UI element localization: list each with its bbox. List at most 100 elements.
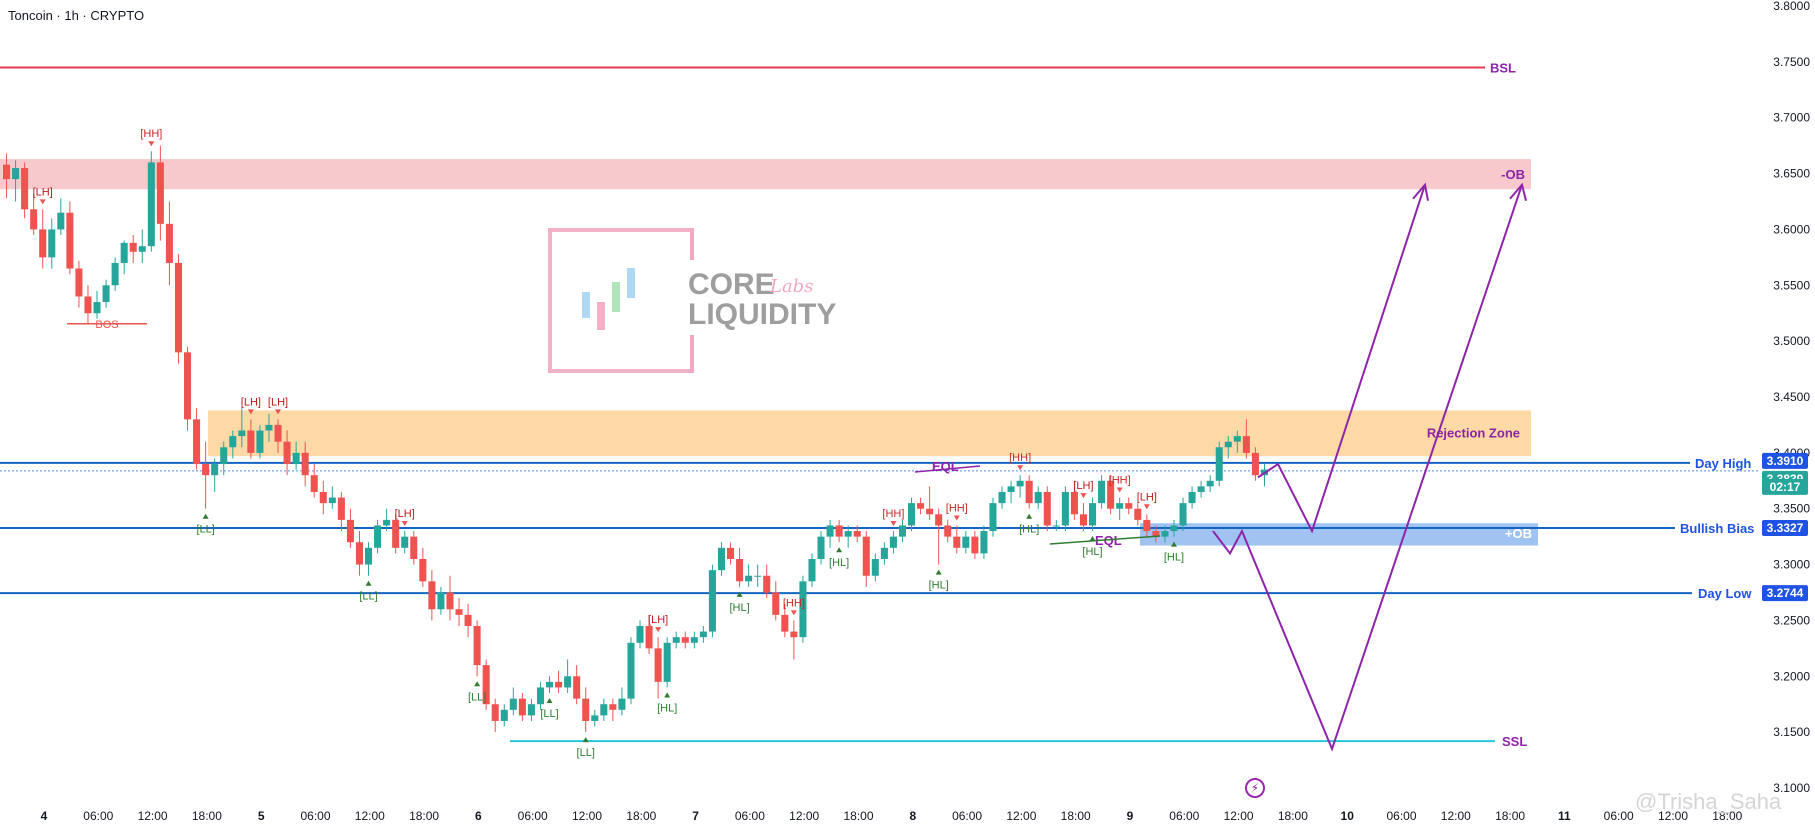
- candle-body: [66, 212, 74, 269]
- candle-body: [736, 558, 744, 582]
- candle-body: [1079, 514, 1087, 526]
- candle-body: [93, 302, 101, 314]
- pivot-low-label: [HL]: [929, 580, 949, 592]
- candle-body: [1016, 480, 1024, 487]
- time-tick-label: 18:00: [1061, 809, 1091, 823]
- candle-body: [1025, 480, 1033, 504]
- candle-body: [1179, 503, 1187, 526]
- pivot-low-label: [LL]: [359, 591, 377, 603]
- time-tick-label: 12:00: [572, 809, 602, 823]
- candle-body: [898, 525, 906, 537]
- bos-label: BOS: [95, 319, 118, 331]
- pivot-high-label: [LH]: [33, 186, 53, 198]
- candle-body: [193, 419, 201, 465]
- candle-body: [980, 531, 988, 554]
- time-tick-label: 06:00: [518, 809, 548, 823]
- candle-body: [1116, 503, 1124, 509]
- candle-body: [365, 547, 373, 565]
- candle-body: [564, 676, 572, 688]
- price-tag-label: 3.3327: [1767, 521, 1804, 535]
- candle-body: [437, 592, 445, 610]
- pivot-low-marker: [474, 681, 481, 687]
- candle-body: [310, 475, 318, 492]
- pivot-high-marker: [39, 199, 46, 205]
- candle-body: [989, 503, 997, 532]
- pivot-low-marker: [935, 569, 942, 575]
- lightning-icon[interactable]: ⚡: [1245, 778, 1265, 798]
- candle-body: [419, 558, 427, 582]
- candle-body: [1242, 436, 1250, 453]
- candle-body: [120, 242, 128, 263]
- candle-body: [184, 352, 192, 420]
- day-high-label: Day High: [1695, 456, 1751, 471]
- pivot-low-label: [HL]: [1019, 524, 1039, 536]
- pivot-low-label: [LL]: [196, 524, 214, 536]
- candle-body: [1152, 531, 1160, 537]
- candle-body: [156, 162, 164, 224]
- price-tick-label: 3.1500: [1773, 725, 1810, 739]
- candle-body: [763, 575, 771, 593]
- price-tick-label: 3.7000: [1773, 111, 1810, 125]
- time-tick-label: 8: [909, 809, 916, 823]
- candle-body: [708, 570, 716, 632]
- candle-body: [48, 229, 56, 258]
- candle-body: [871, 558, 879, 576]
- price-tick-label: 3.6500: [1773, 167, 1810, 181]
- candle-body: [654, 648, 662, 682]
- candle-body: [880, 547, 888, 559]
- symbol-title: Toncoin · 1h · CRYPTO: [8, 8, 144, 23]
- time-tick-label: 12:00: [1441, 809, 1471, 823]
- candle-body: [491, 704, 499, 721]
- candle-body: [536, 687, 544, 705]
- candle-body: [853, 531, 861, 537]
- candle-body: [808, 558, 816, 582]
- time-tick-label: 7: [692, 809, 699, 823]
- candle-body: [1043, 491, 1051, 526]
- candle-body: [238, 430, 246, 437]
- pivot-high-label: [LH]: [395, 508, 415, 520]
- projection-arrow-upper: [1412, 182, 1429, 201]
- bullish-bias-label: Bullish Bias: [1680, 521, 1754, 536]
- candle-body: [727, 547, 735, 559]
- brand-name-line2: LIQUIDITY: [688, 298, 837, 331]
- candle-body: [546, 681, 554, 688]
- pivot-low-marker: [1089, 536, 1096, 542]
- candle-body: [817, 536, 825, 559]
- pivot-low-marker: [1170, 541, 1177, 547]
- candle-body: [1107, 480, 1115, 509]
- candle-body: [826, 525, 834, 537]
- rejection-zone-label: Rejection Zone: [1427, 425, 1520, 440]
- price-tick-label: 3.2500: [1773, 613, 1810, 627]
- candle-logo-icon: [582, 262, 642, 342]
- eql-high-line: [914, 465, 981, 473]
- price-tick-label: 3.1000: [1773, 781, 1810, 795]
- day-low-label: Day Low: [1698, 586, 1752, 601]
- pivot-high-marker: [1116, 487, 1123, 493]
- price-tick-label: 3.3500: [1773, 502, 1810, 516]
- candle-body: [835, 525, 843, 537]
- candle-body: [1233, 436, 1241, 442]
- pivot-low-label: [HL]: [1082, 546, 1102, 558]
- candle-body: [1224, 441, 1232, 448]
- pivots-layer: [LH] BOS [HH] [LH] [LH] [LL] [LH] [LL] [LL] [LL] […: [33, 128, 1184, 759]
- candle-body: [1188, 491, 1196, 504]
- candle-body: [57, 212, 65, 230]
- price-tick-label: 3.4500: [1773, 390, 1810, 404]
- candle-body: [781, 614, 789, 632]
- time-tick-label: 12:00: [355, 809, 385, 823]
- candle-body: [555, 681, 563, 688]
- candle-body: [681, 637, 689, 643]
- candle-body: [618, 698, 626, 710]
- pivot-high-marker: [148, 141, 155, 147]
- candle-body: [138, 246, 146, 252]
- ssl-label: SSL: [1502, 734, 1527, 749]
- time-tick-label: 18:00: [843, 809, 873, 823]
- candle-body: [509, 698, 517, 710]
- candle-body: [464, 614, 472, 627]
- candle-body: [75, 268, 83, 297]
- time-tick-label: 10: [1341, 809, 1355, 823]
- candle-body: [319, 491, 327, 504]
- candle-body: [799, 581, 807, 638]
- candle-body: [428, 581, 436, 610]
